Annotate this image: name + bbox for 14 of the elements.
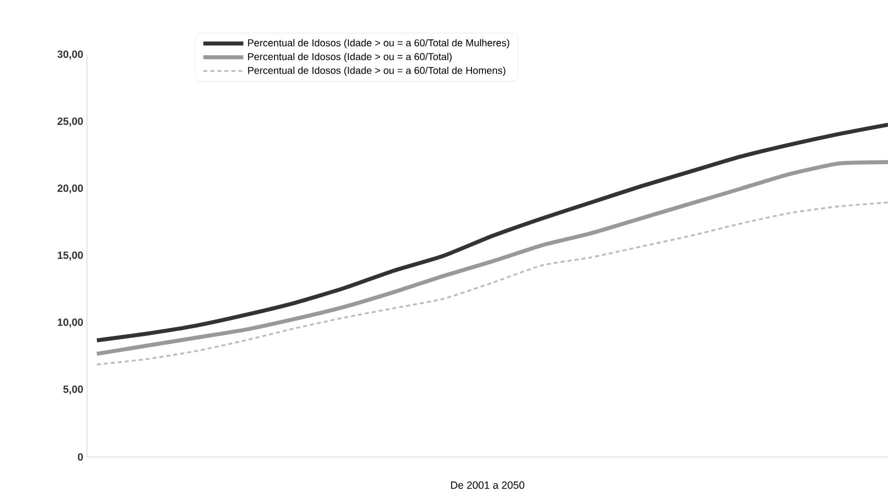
legend-label: Percentual de Idosos (Idade > ou = a 60/Total) <box>248 52 452 62</box>
y-tick-label: 0 <box>78 453 83 461</box>
x-axis-title: De 2001 a 2050 <box>451 481 524 489</box>
y-tick-label: 15,00 <box>58 252 83 260</box>
line-series <box>94 122 888 342</box>
y-tick-label: 30,00 <box>57 50 83 60</box>
y-tick-label: 5,00 <box>63 386 83 394</box>
y-tick-label: 20,00 <box>58 184 83 194</box>
y-tick-label: 10,00 <box>58 318 83 328</box>
legend-label: Percentual de Idosos (Idade > ou = a 60/Total de Homens) <box>248 66 506 76</box>
y-tick-label: 25,00 <box>58 118 83 126</box>
line-series <box>96 201 888 366</box>
legend-label: Percentual de Idosos (Idade > ou = a 60/Total de Mulheres) <box>248 39 510 48</box>
line-series <box>94 160 888 356</box>
